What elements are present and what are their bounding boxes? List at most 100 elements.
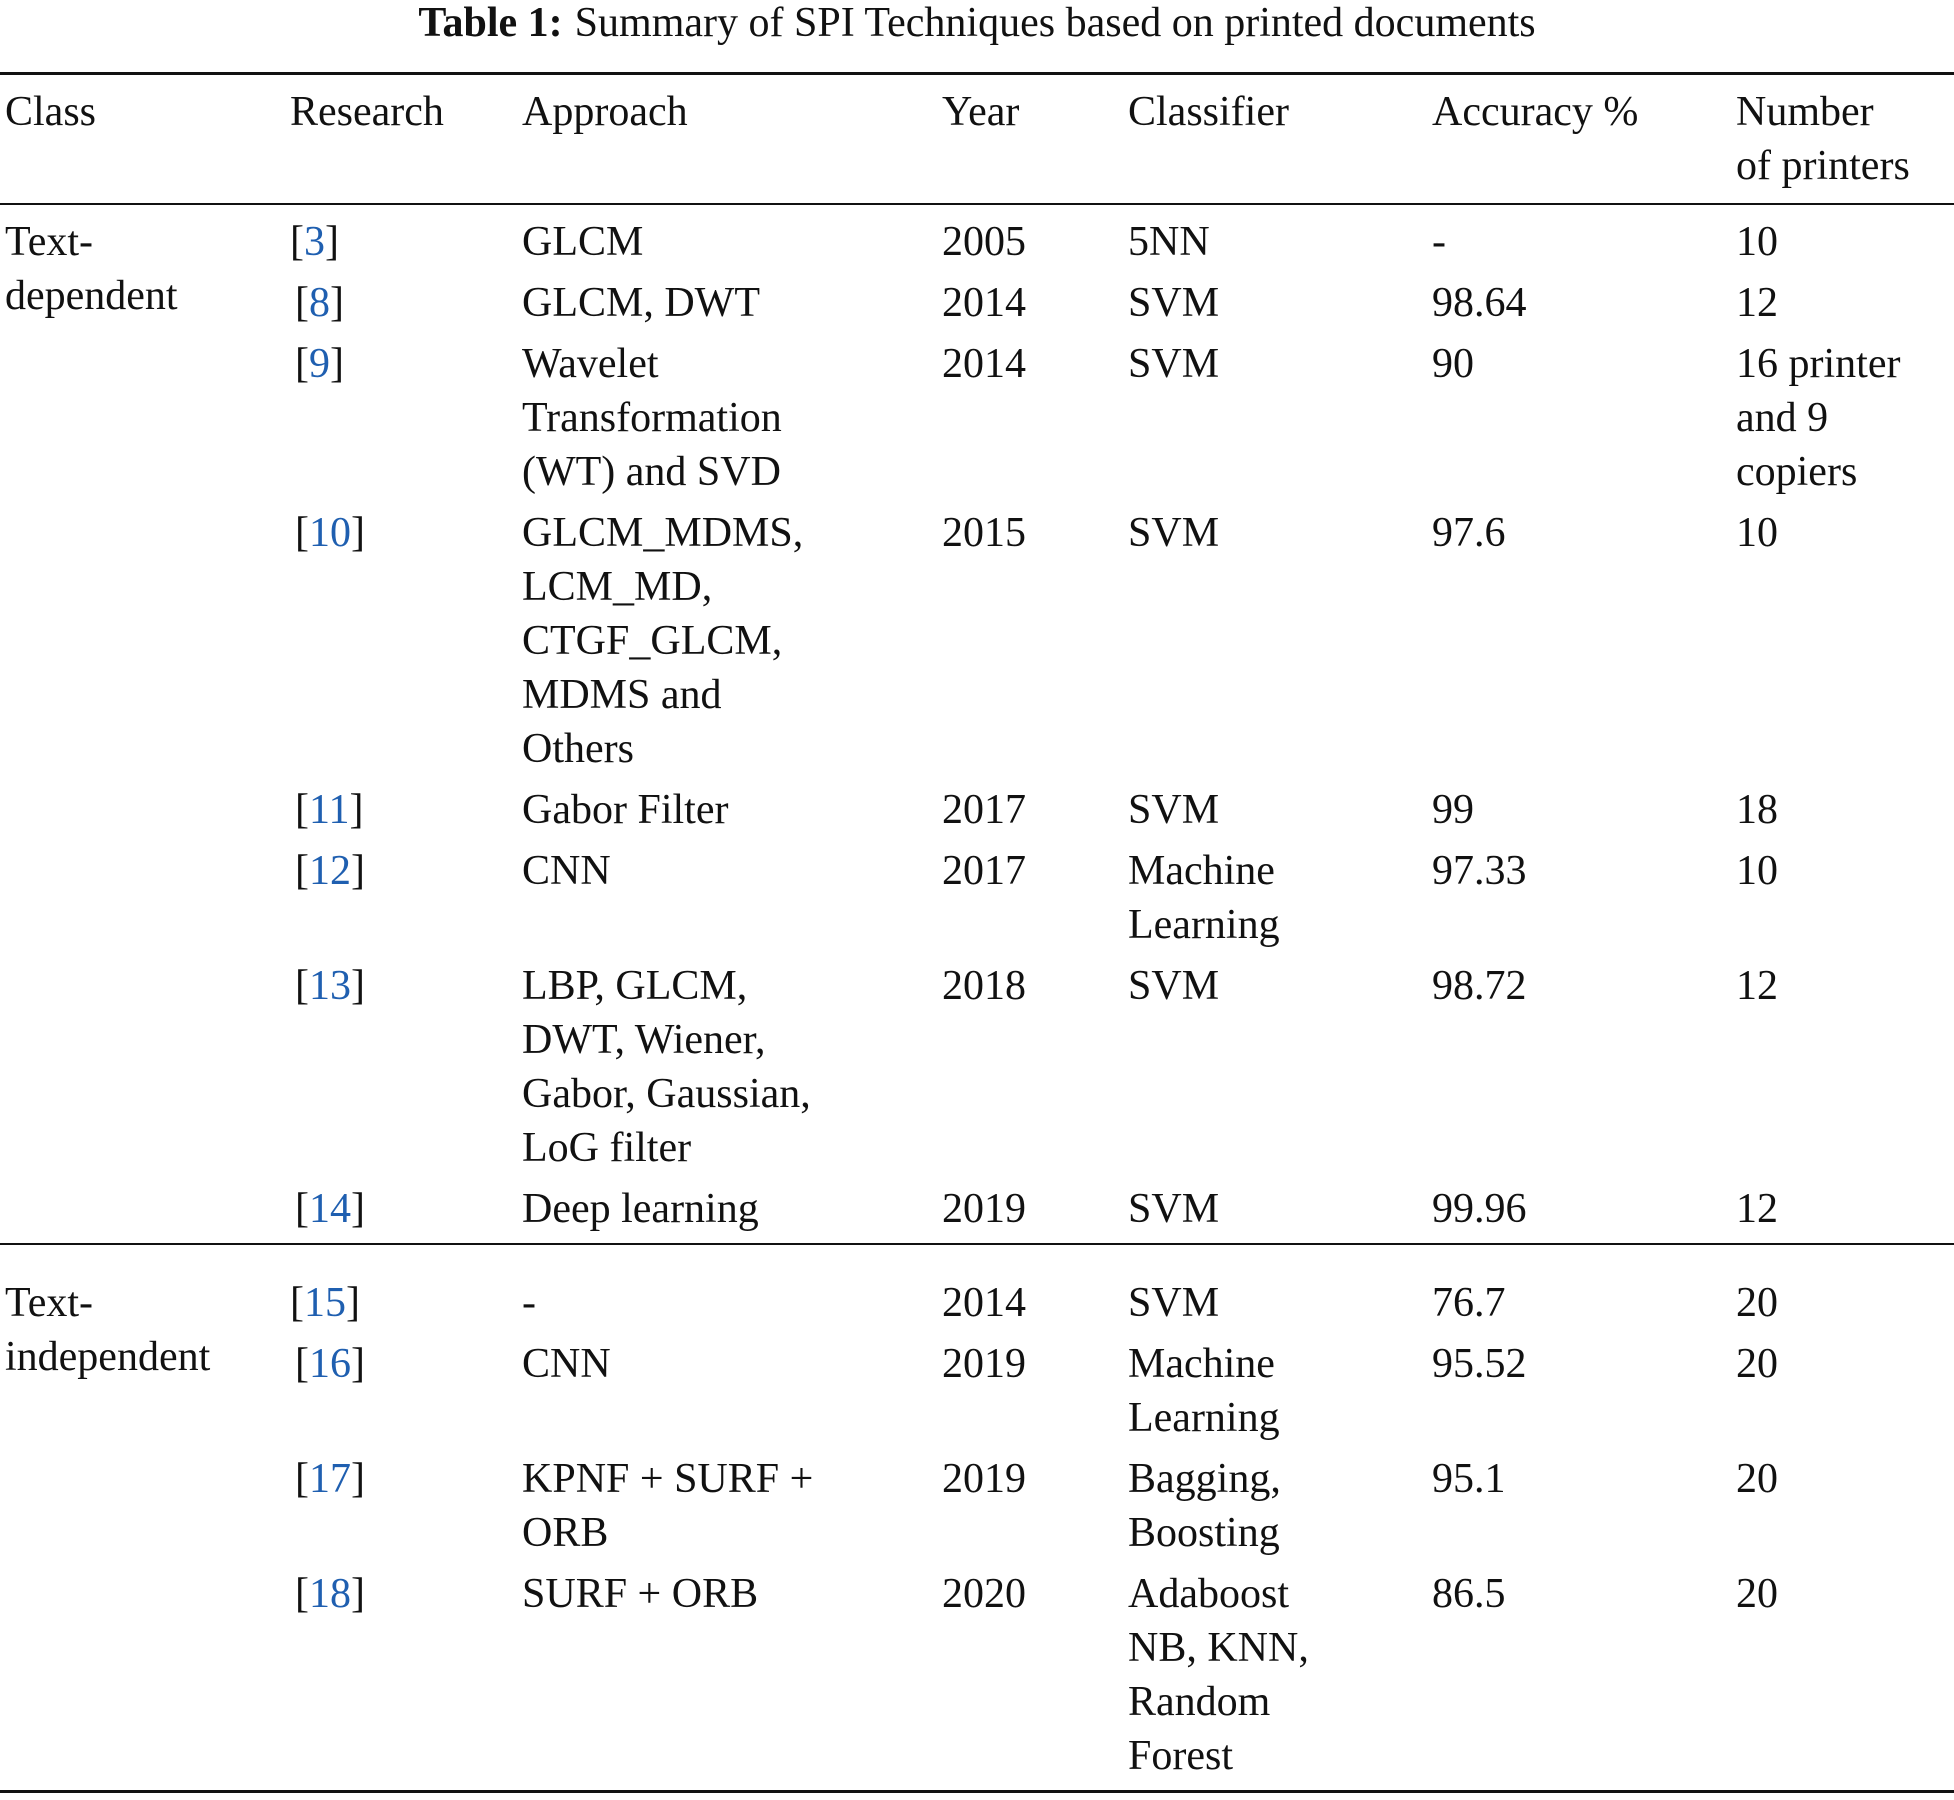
table-row: Text-independent [15] - 2014 SVM 76.7 20	[0, 1244, 1954, 1380]
citation-link[interactable]: 3	[304, 219, 325, 265]
research-cell: [8]	[295, 280, 344, 326]
printers-cell: 12	[1736, 963, 1778, 1009]
approach-cell: GLCM, DWT	[522, 280, 760, 326]
table: Class Research Approach Year Classifier Accur…	[0, 72, 1954, 1793]
cell-line: KPNF + SURF +	[522, 1456, 814, 1502]
printers-cell: 10	[1736, 510, 1778, 556]
citation-link[interactable]: 18	[309, 1571, 351, 1617]
printers-cell: 20	[1736, 1571, 1778, 1617]
classifier-cell: Machine Learning	[1128, 844, 1432, 959]
classifier-cell: Machine Learning	[1128, 1337, 1432, 1452]
table-row: [17] KPNF + SURF + ORB 2019 Bagging, Boosting…	[0, 1452, 1954, 1567]
table-row: Text-dependent [3] GLCM 2005 5NN - 10	[0, 204, 1954, 319]
year-cell: 2014	[942, 341, 1026, 387]
citation-link[interactable]: 15	[304, 1280, 346, 1326]
printers-cell: 18	[1736, 787, 1778, 833]
year-cell: 2019	[942, 1456, 1026, 1502]
accuracy-cell: 76.7	[1432, 1280, 1506, 1326]
cell-line: DWT, Wiener,	[522, 1017, 766, 1063]
cell-line: 16 printer	[1736, 341, 1901, 387]
citation-link[interactable]: 17	[309, 1456, 351, 1502]
approach-cell: CNN	[522, 1341, 611, 1387]
classifier-cell: SVM	[1128, 787, 1220, 833]
citation-link[interactable]: 12	[309, 848, 351, 894]
research-cell: [3]	[290, 219, 339, 265]
caption-text: Summary of SPI Techniques based on print…	[574, 0, 1536, 46]
cell-line: and 9	[1736, 395, 1829, 441]
header-row: Class Research Approach Year Classifier Accur…	[0, 73, 1954, 205]
cell-line: ORB	[522, 1510, 609, 1556]
table-row: [9] Wavelet Transformation (WT) and SVD 2014…	[0, 337, 1954, 506]
table-row: [18] SURF + ORB 2020 Adaboost NB, KNN, Random…	[0, 1567, 1954, 1792]
classifier-cell: Adaboost NB, KNN, Random Forest	[1128, 1567, 1432, 1792]
accuracy-cell: 97.33	[1432, 848, 1527, 894]
research-cell: [18]	[295, 1571, 365, 1617]
cell-line: Forest	[1128, 1733, 1233, 1779]
classifier-cell: SVM	[1128, 280, 1220, 326]
cell-line: Text-	[5, 219, 94, 265]
class-cell: Text-dependent	[0, 204, 290, 1244]
header-cell: Classifier	[1128, 73, 1432, 205]
research-cell: [14]	[295, 1186, 365, 1232]
accuracy-cell: 90	[1432, 341, 1474, 387]
approach-cell: Gabor Filter	[522, 787, 729, 833]
classifier-cell: SVM	[1128, 1280, 1220, 1326]
table-row: [11] Gabor Filter 2017 SVM 99 18	[0, 783, 1954, 844]
citation-link[interactable]: 11	[309, 787, 350, 833]
approach-cell: Wavelet Transformation (WT) and SVD	[522, 337, 942, 506]
year-cell: 2020	[942, 1571, 1026, 1617]
table-row: [10] GLCM_MDMS, LCM_MD, CTGF_GLCM, MDMS and O…	[0, 506, 1954, 783]
printers-cell: 10	[1736, 219, 1778, 265]
approach-cell: Deep learning	[522, 1186, 759, 1232]
citation-link[interactable]: 9	[309, 341, 330, 387]
printers-cell: 20	[1736, 1280, 1778, 1326]
cell-line: CTGF_GLCM,	[522, 618, 783, 664]
table-row: [13] LBP, GLCM, DWT, Wiener, Gabor, Gaussia…	[0, 959, 1954, 1182]
cell-line: (WT) and SVD	[522, 449, 781, 495]
cell-line: Gabor, Gaussian,	[522, 1071, 811, 1117]
cell-line: Others	[522, 726, 634, 772]
printers-cell: 16 printer and 9 copiers	[1736, 337, 1954, 506]
cell-line: Text-	[5, 1280, 94, 1326]
approach-cell: GLCM	[522, 219, 644, 265]
printers-cell: 12	[1736, 280, 1778, 326]
year-cell: 2014	[942, 1280, 1026, 1326]
citation-link[interactable]: 13	[309, 963, 351, 1009]
printers-cell: 12	[1736, 1186, 1778, 1232]
approach-cell: CNN	[522, 848, 611, 894]
accuracy-cell: 99	[1432, 787, 1474, 833]
classifier-cell: SVM	[1128, 341, 1220, 387]
row-group: Text-dependent [3] GLCM 2005 5NN -10 [8] GLCM, …	[0, 204, 1954, 1244]
accuracy-cell: 98.64	[1432, 280, 1527, 326]
citation-link[interactable]: 10	[309, 510, 351, 556]
research-cell: [10]	[295, 510, 365, 556]
year-cell: 2015	[942, 510, 1026, 556]
cell-line: Machine	[1128, 848, 1275, 894]
citation-link[interactable]: 16	[309, 1341, 351, 1387]
citation-link[interactable]: 14	[309, 1186, 351, 1232]
research-cell: [12]	[295, 848, 365, 894]
printers-cell: 10	[1736, 848, 1778, 894]
accuracy-cell: 95.52	[1432, 1341, 1527, 1387]
classifier-cell: SVM	[1128, 1186, 1220, 1232]
approach-cell: KPNF + SURF + ORB	[522, 1452, 942, 1567]
table-row: [16] CNN 2019 Machine Learning 95.52 20	[0, 1337, 1954, 1452]
cell-line: LBP, GLCM,	[522, 963, 748, 1009]
header-cell: Number of printers	[1736, 73, 1954, 205]
citation-link[interactable]: 8	[309, 280, 330, 326]
year-cell: 2019	[942, 1186, 1026, 1232]
header-cell: Class	[0, 73, 290, 205]
header-cell: Accuracy %	[1432, 73, 1736, 205]
header-cell: Year	[942, 73, 1128, 205]
table-head: Class Research Approach Year Classifier Accur…	[0, 73, 1954, 205]
cell-line: Adaboost	[1128, 1571, 1289, 1617]
class-cell: Text-independent	[0, 1244, 290, 1792]
research-cell: [9]	[295, 341, 344, 387]
research-cell: [13]	[295, 963, 365, 1009]
cell-line: Boosting	[1128, 1510, 1280, 1556]
year-cell: 2005	[942, 219, 1026, 265]
cell-line: independent	[5, 1334, 211, 1380]
research-cell: [11]	[295, 787, 364, 833]
table-row: [14] Deep learning 2019 SVM 99.96 12	[0, 1182, 1954, 1244]
